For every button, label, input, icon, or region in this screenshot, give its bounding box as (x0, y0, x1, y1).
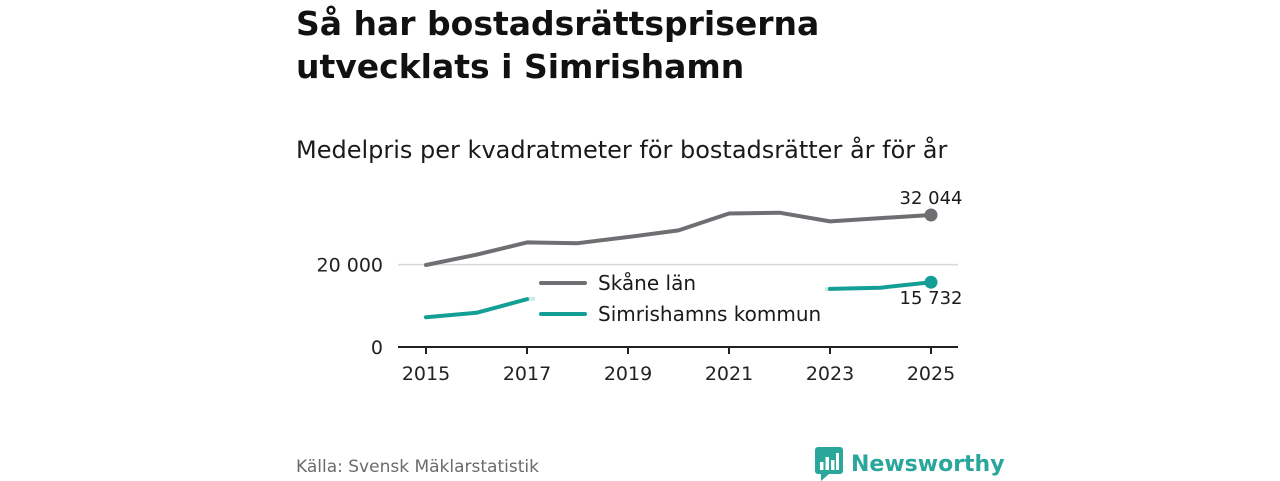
x-tick-label: 2017 (503, 363, 551, 385)
x-tick-label: 2025 (907, 363, 955, 385)
series-line-skane (424, 210, 933, 267)
end-label-skane: 32 044 (900, 188, 963, 209)
data-point-skane (924, 208, 938, 222)
brand-name: Newsworthy (851, 451, 1005, 477)
legend-background (535, 268, 825, 330)
series-line-simrishamn (424, 297, 529, 320)
x-tick-label: 2015 (402, 363, 450, 385)
x-tick-label: 2023 (806, 363, 854, 385)
end-label-simrishamn: 15 732 (900, 288, 963, 309)
legend-label-skane: Skåne län (598, 271, 696, 295)
brand-logo: Newsworthy (815, 447, 1005, 481)
x-tick-label: 2019 (604, 363, 652, 385)
series-line-simrishamn-recent (828, 280, 933, 291)
newsworthy-icon (815, 447, 843, 481)
chart-subtitle: Medelpris per kvadratmeter för bostadsrä… (296, 136, 948, 164)
source-note: Källa: Svensk Mäklarstatistik (296, 457, 539, 477)
x-tick-label: 2021 (705, 363, 753, 385)
y-tick-label: 0 (371, 337, 383, 359)
data-point-simrishamn (924, 275, 938, 289)
chart-title: Så har bostadsrättspriserna utvecklats i… (296, 4, 820, 86)
y-tick-label: 20 000 (317, 255, 383, 277)
legend-label-simrishamn: Simrishamns kommun (598, 302, 821, 326)
